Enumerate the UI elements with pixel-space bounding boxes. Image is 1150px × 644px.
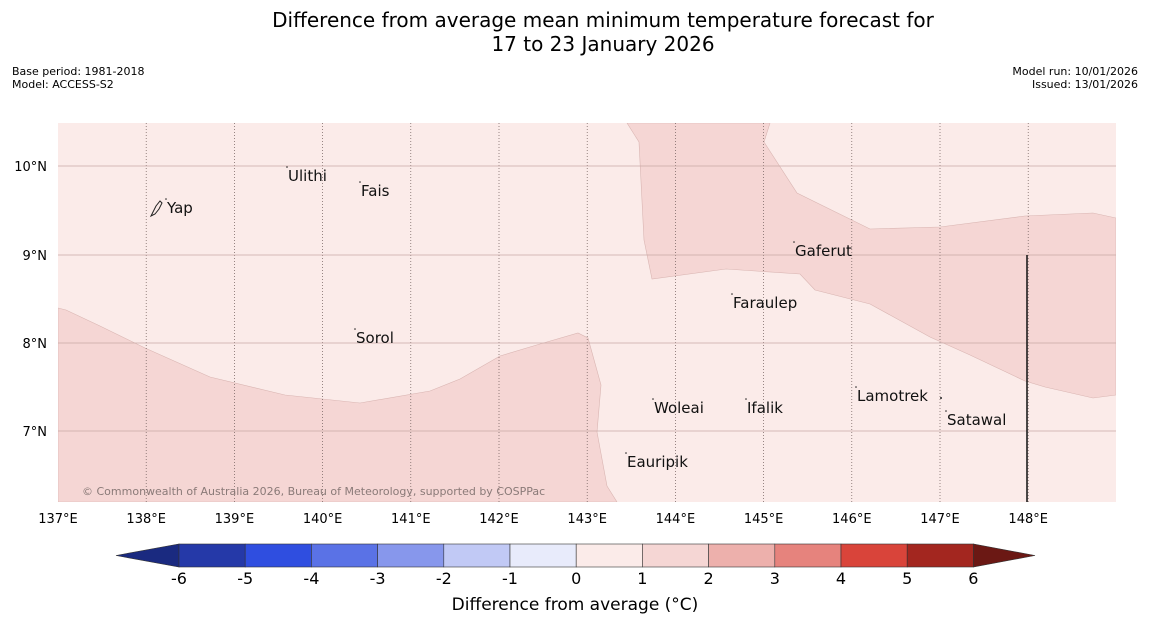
- latitude-tick-label: 7°N: [23, 425, 48, 440]
- latitude-gridlines: [58, 165, 1116, 432]
- place-labels: Yap Ulithi Fais Gaferut Faraulep Sorol Woleai I…: [165, 166, 1006, 471]
- anomaly-band-medium-southwest: [58, 307, 618, 502]
- colorbar-segment: [377, 543, 445, 568]
- longitude-tick-label: 143°E: [567, 512, 607, 527]
- atoll-dot: [165, 198, 167, 200]
- colorbar-title: Difference from average (°C): [451, 595, 699, 615]
- longitude-tick-label: 146°E: [832, 512, 872, 527]
- place-label-sorol: Sorol: [356, 329, 394, 347]
- colorbar-tick-label: 5: [902, 569, 913, 588]
- colorbar-tick-label: -6: [171, 569, 187, 588]
- place-label-fais: Fais: [361, 182, 390, 200]
- colorbar-tick-label: 0: [571, 569, 582, 588]
- meta-left: Base period: 1981-2018 Model: ACCESS-S2: [12, 65, 144, 91]
- colorbar-segment: [840, 543, 908, 568]
- colorbar-under-extend: [115, 543, 180, 568]
- place-label-eauripik: Eauripik: [627, 453, 688, 471]
- colorbar-tick-label: 1: [637, 569, 648, 588]
- base-period-text: Base period: 1981-2018: [12, 65, 145, 78]
- longitude-tick-label: 148°E: [1008, 512, 1048, 527]
- issued-text: Issued: 13/01/2026: [1031, 78, 1138, 91]
- longitude-tick-label: 137°E: [38, 512, 78, 527]
- atoll-dot: [286, 166, 288, 168]
- colorbar-tick-label: -2: [435, 569, 452, 588]
- longitude-tick-label: 140°E: [303, 512, 343, 527]
- atoll-dot: [731, 293, 733, 295]
- place-label-ifalik: Ifalik: [747, 399, 783, 417]
- colorbar-tick-label: 3: [769, 569, 780, 588]
- colorbar-tick-label: -3: [369, 569, 386, 588]
- colorbar-tick-label: 4: [835, 569, 847, 588]
- longitude-tick-label: 141°E: [391, 512, 431, 527]
- place-label-faraulep: Faraulep: [733, 294, 797, 312]
- latitude-tick-label: 9°N: [23, 249, 48, 264]
- place-label-lamotrek: Lamotrek: [857, 387, 928, 405]
- colorbar-segment: [443, 543, 511, 568]
- colorbar-segment: [244, 543, 312, 568]
- atoll-dot: [945, 410, 947, 412]
- colorbar-segment: [708, 543, 776, 568]
- chart-title: Difference from average mean minimum tem…: [0, 8, 1150, 56]
- longitude-gridlines: [145, 123, 1029, 502]
- latitude-tick-label: 8°N: [23, 337, 48, 352]
- atoll-dot: [940, 397, 942, 399]
- place-label-gaferut: Gaferut: [795, 242, 852, 260]
- title-line-2: 17 to 23 January 2026: [491, 32, 715, 56]
- place-label-ulithi: Ulithi: [288, 167, 327, 185]
- colorbar-segment: [311, 543, 378, 568]
- colorbar-segment: [774, 543, 842, 568]
- atoll-dot: [745, 398, 747, 400]
- colorbar-segment: [509, 543, 577, 568]
- colorbar-segment: [906, 543, 974, 568]
- colorbar-segment: [575, 543, 643, 568]
- place-label-satawal: Satawal: [947, 411, 1006, 429]
- colorbar: [115, 543, 1036, 568]
- atoll-dot: [354, 328, 356, 330]
- colorbar-tick-label: 2: [703, 569, 714, 588]
- copyright-text: © Commonwealth of Australia 2026, Bureau…: [82, 485, 545, 498]
- map-area: Yap Ulithi Fais Gaferut Faraulep Sorol Woleai I…: [58, 123, 1116, 502]
- place-label-yap: Yap: [166, 199, 193, 217]
- colorbar-tick-label: -1: [502, 569, 518, 588]
- meta-right: Model run: 10/01/2026 Issued: 13/01/2026: [1012, 65, 1138, 91]
- yap-island-outline: [149, 200, 163, 218]
- anomaly-band-medium-northeast: [626, 123, 1116, 399]
- atoll-dot: [359, 181, 361, 183]
- atoll-dot: [855, 386, 857, 388]
- colorbar-tick-label: 6: [968, 569, 979, 588]
- model-text: Model: ACCESS-S2: [12, 78, 114, 91]
- longitude-tick-label: 139°E: [215, 512, 255, 527]
- longitude-labels: 137°E 138°E 139°E 140°E 141°E 142°E 143°E 144°E…: [38, 512, 1048, 527]
- colorbar-over-extend: [973, 543, 1036, 568]
- model-run-text: Model run: 10/01/2026: [1012, 65, 1138, 78]
- latitude-tick-label: 10°N: [14, 160, 47, 175]
- longitude-tick-label: 142°E: [479, 512, 519, 527]
- atoll-dot: [793, 241, 795, 243]
- colorbar-tick-label: -5: [237, 569, 254, 588]
- colorbar-tick-label: -4: [303, 569, 320, 588]
- latitude-labels: 10°N 9°N 8°N 7°N: [14, 160, 47, 440]
- colorbar-segment: [178, 543, 246, 568]
- colorbar-segment: [642, 543, 709, 568]
- longitude-tick-label: 145°E: [744, 512, 784, 527]
- longitude-tick-label: 147°E: [920, 512, 960, 527]
- longitude-tick-label: 144°E: [656, 512, 696, 527]
- atoll-dot: [652, 398, 654, 400]
- title-line-1: Difference from average mean minimum tem…: [272, 8, 934, 32]
- longitude-tick-label: 138°E: [126, 512, 166, 527]
- place-label-woleai: Woleai: [654, 399, 704, 417]
- atoll-dot: [625, 452, 627, 454]
